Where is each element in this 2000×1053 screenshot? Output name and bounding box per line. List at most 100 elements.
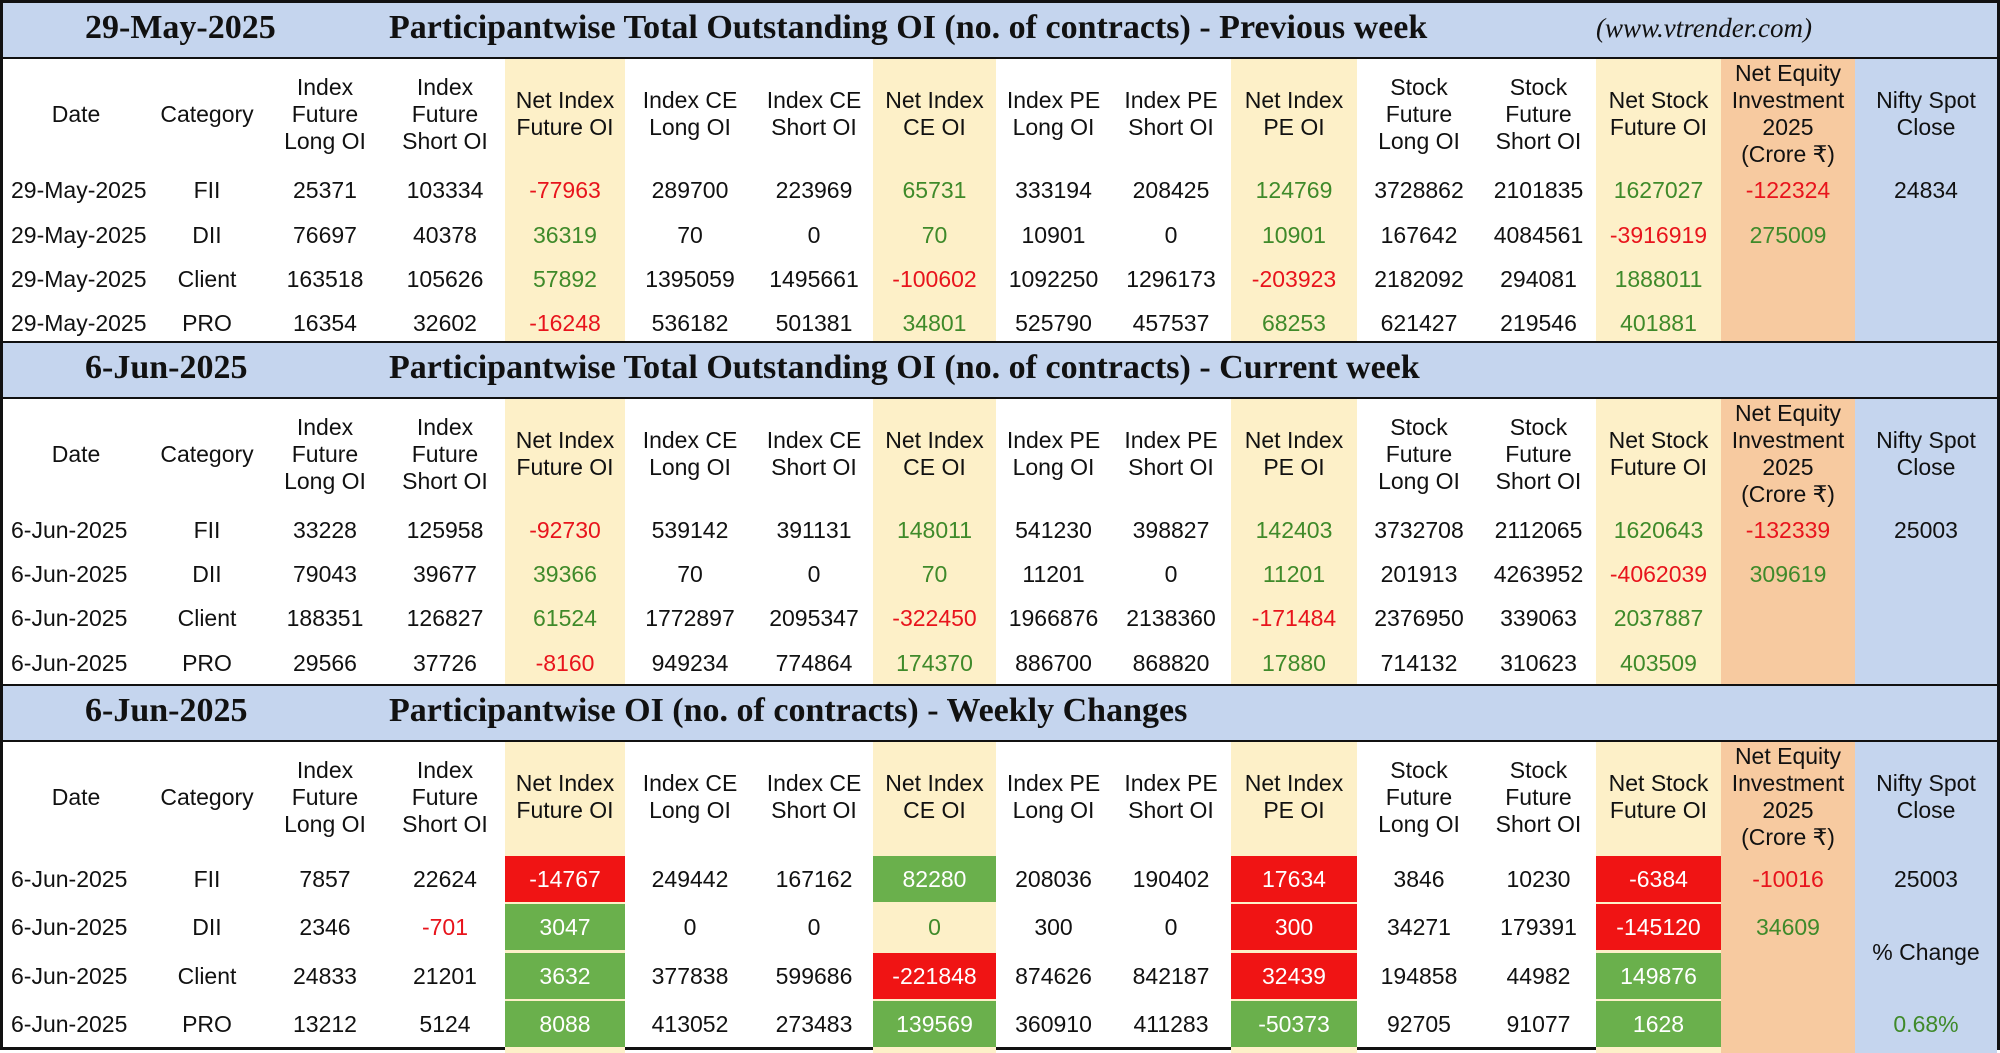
net-column-bg [1596, 397, 1721, 686]
data-cell-negative-fill: 17634 [1231, 856, 1357, 902]
data-cell: 2182092 [1374, 265, 1464, 292]
section-title: Participantwise Total Outstanding OI (no… [389, 9, 1428, 46]
data-cell [1721, 953, 1855, 999]
column-header: Net Index Future OI [515, 427, 615, 480]
data-cell: 92705 [1387, 1010, 1451, 1037]
section-title-bar: 29-May-2025 Participantwise Total Outstan… [3, 3, 1997, 59]
row-date: 6-Jun-2025 [11, 865, 128, 892]
data-cell: 0 [1164, 913, 1178, 940]
row-category: FII [193, 176, 221, 203]
data-cell: 194858 [1380, 962, 1458, 989]
row-date: 6-Jun-2025 [11, 516, 128, 543]
row-date: 29-May-2025 [11, 221, 147, 248]
data-cell: 310623 [1500, 649, 1577, 676]
net-column-bg [1231, 57, 1357, 343]
data-cell: -322450 [892, 604, 977, 631]
data-cell: 2095347 [769, 604, 859, 631]
column-header: Net Index PE OI [1244, 770, 1344, 823]
column-header: Index CE Long OI [642, 87, 738, 140]
data-cell: 103334 [406, 176, 484, 203]
data-cell: -171484 [1251, 604, 1337, 631]
data-cell: 273483 [775, 1010, 853, 1037]
column-header: Nifty Spot Close [1876, 770, 1976, 823]
data-cell: 536182 [651, 309, 729, 336]
row-category: DII [192, 913, 222, 940]
data-cell: 2138360 [1126, 604, 1216, 631]
data-cell: 34609 [1756, 913, 1820, 940]
column-header: Net Stock Future OI [1608, 770, 1709, 823]
data-cell: 525790 [1015, 309, 1092, 336]
data-cell: 17880 [1262, 649, 1326, 676]
data-cell: 398827 [1132, 516, 1210, 543]
data-cell: 36319 [533, 221, 597, 248]
net-column-bg [1231, 397, 1357, 686]
section-title: Participantwise OI (no. of contracts) - … [389, 692, 1188, 729]
data-cell: 339063 [1500, 604, 1577, 631]
data-cell: 33228 [293, 516, 357, 543]
data-cell: 0 [928, 913, 941, 940]
column-header: Nifty Spot Close [1876, 87, 1976, 140]
data-cell: 3846 [1393, 865, 1445, 892]
data-cell: 39677 [413, 560, 477, 587]
data-cell: 22624 [413, 865, 477, 892]
column-header: Net Index CE OI [885, 770, 984, 823]
data-cell: 2037887 [1613, 604, 1704, 631]
data-cell: 413052 [651, 1010, 729, 1037]
nifty-spot-close-value: 24834 [1894, 176, 1958, 203]
data-cell: 29566 [293, 649, 357, 676]
data-cell: 842187 [1132, 962, 1210, 989]
column-header: Index CE Long OI [642, 427, 738, 480]
column-header: Net Equity Investment 2025 (Crore ₹) [1731, 60, 1845, 167]
column-header: Stock Future Long OI [1378, 756, 1460, 837]
data-cell: 714132 [1380, 649, 1458, 676]
data-cell: 2376950 [1374, 604, 1464, 631]
data-cell: 11201 [1022, 560, 1085, 587]
data-cell: 2346 [299, 913, 351, 940]
data-cell: 391131 [776, 516, 852, 543]
data-cell: 275009 [1749, 221, 1827, 248]
data-cell: 0 [683, 913, 697, 940]
data-cell-positive-fill: 139569 [873, 1001, 996, 1047]
data-cell: 21201 [413, 962, 477, 989]
data-cell: 34271 [1387, 913, 1451, 940]
data-cell: 148011 [896, 516, 973, 543]
column-header: Stock Future Short OI [1495, 756, 1582, 837]
data-cell: 76697 [293, 221, 357, 248]
data-cell: 188351 [286, 604, 364, 631]
column-header: Date [51, 783, 101, 810]
row-category: PRO [182, 649, 232, 676]
equity-column-bg [1721, 740, 1855, 1053]
data-cell-positive-fill: 82280 [873, 856, 996, 902]
section-title-bar: 6-Jun-2025 Participantwise OI (no. of con… [3, 686, 1997, 742]
nifty-column-bg [1855, 397, 1997, 686]
data-cell-positive-fill: 8088 [505, 1001, 625, 1047]
column-header: Category [160, 783, 254, 810]
column-header: Category [160, 100, 254, 127]
data-cell: 70 [921, 560, 948, 587]
data-cell: 70 [677, 560, 703, 587]
nifty-spot-close-value: 25003 [1894, 516, 1958, 543]
column-header: Stock Future Short OI [1495, 73, 1582, 154]
column-header: Net Equity Investment 2025 (Crore ₹) [1731, 400, 1845, 507]
data-cell [1721, 597, 1855, 639]
data-cell-negative-fill: -14767 [505, 856, 625, 902]
data-cell: 201913 [1380, 560, 1458, 587]
data-cell: 0 [807, 221, 821, 248]
data-cell: 2112065 [1494, 516, 1583, 543]
row-category: DII [192, 221, 222, 248]
data-cell: 34801 [902, 309, 967, 336]
row-date: 29-May-2025 [11, 265, 147, 292]
data-cell: 1888011 [1614, 265, 1703, 292]
data-cell: 10230 [1506, 865, 1571, 892]
row-date: 29-May-2025 [11, 309, 147, 336]
column-header: Index Future Short OI [402, 756, 488, 837]
data-cell: 949234 [651, 649, 729, 676]
data-cell: 223969 [775, 176, 853, 203]
column-header: Net Index CE OI [885, 427, 984, 480]
row-date: 6-Jun-2025 [11, 913, 128, 940]
column-header: Net Index Future OI [515, 87, 615, 140]
column-header: Index PE Long OI [1006, 427, 1101, 480]
net-column-bg [1596, 57, 1721, 343]
column-header: Index PE Long OI [1006, 87, 1101, 140]
percent-change-value: 0.68% [1893, 1010, 1959, 1037]
